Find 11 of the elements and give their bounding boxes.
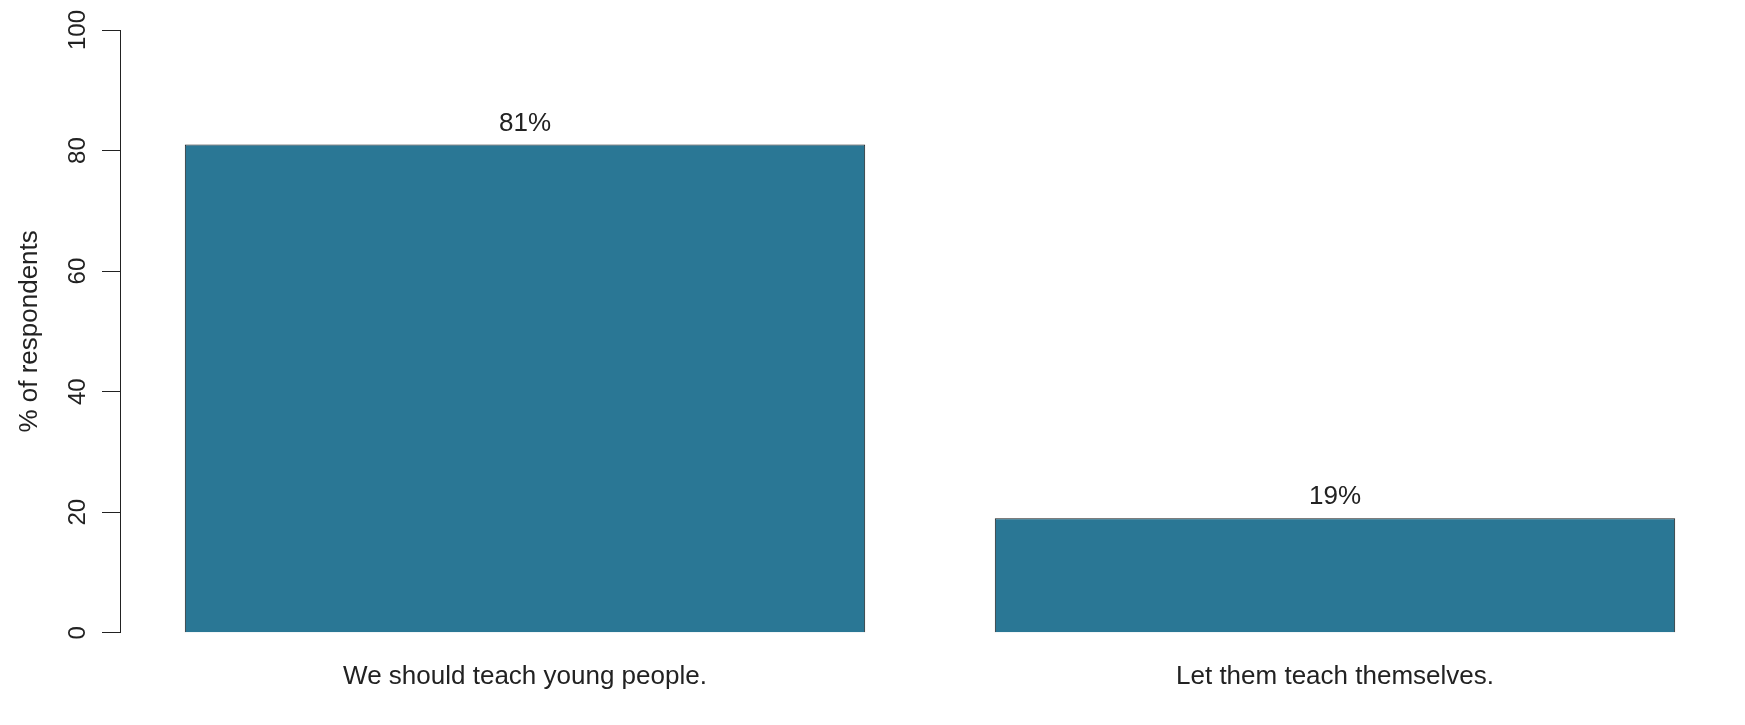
x-tick-label: We should teach young people.	[343, 659, 707, 690]
y-axis-title: % of respondents	[12, 230, 43, 433]
y-tick-label: 20	[62, 498, 90, 526]
y-tick-label: 60	[62, 257, 90, 285]
y-tick-label: 80	[62, 137, 90, 164]
y-tick-label: 100	[62, 9, 90, 51]
data-label: 81%	[498, 106, 552, 137]
data-label: 19%	[1308, 480, 1362, 511]
x-tick-label: Let them teach themselves.	[1176, 659, 1494, 690]
y-tick-label: 40	[62, 378, 90, 406]
y-tick-label: 0	[62, 626, 90, 640]
